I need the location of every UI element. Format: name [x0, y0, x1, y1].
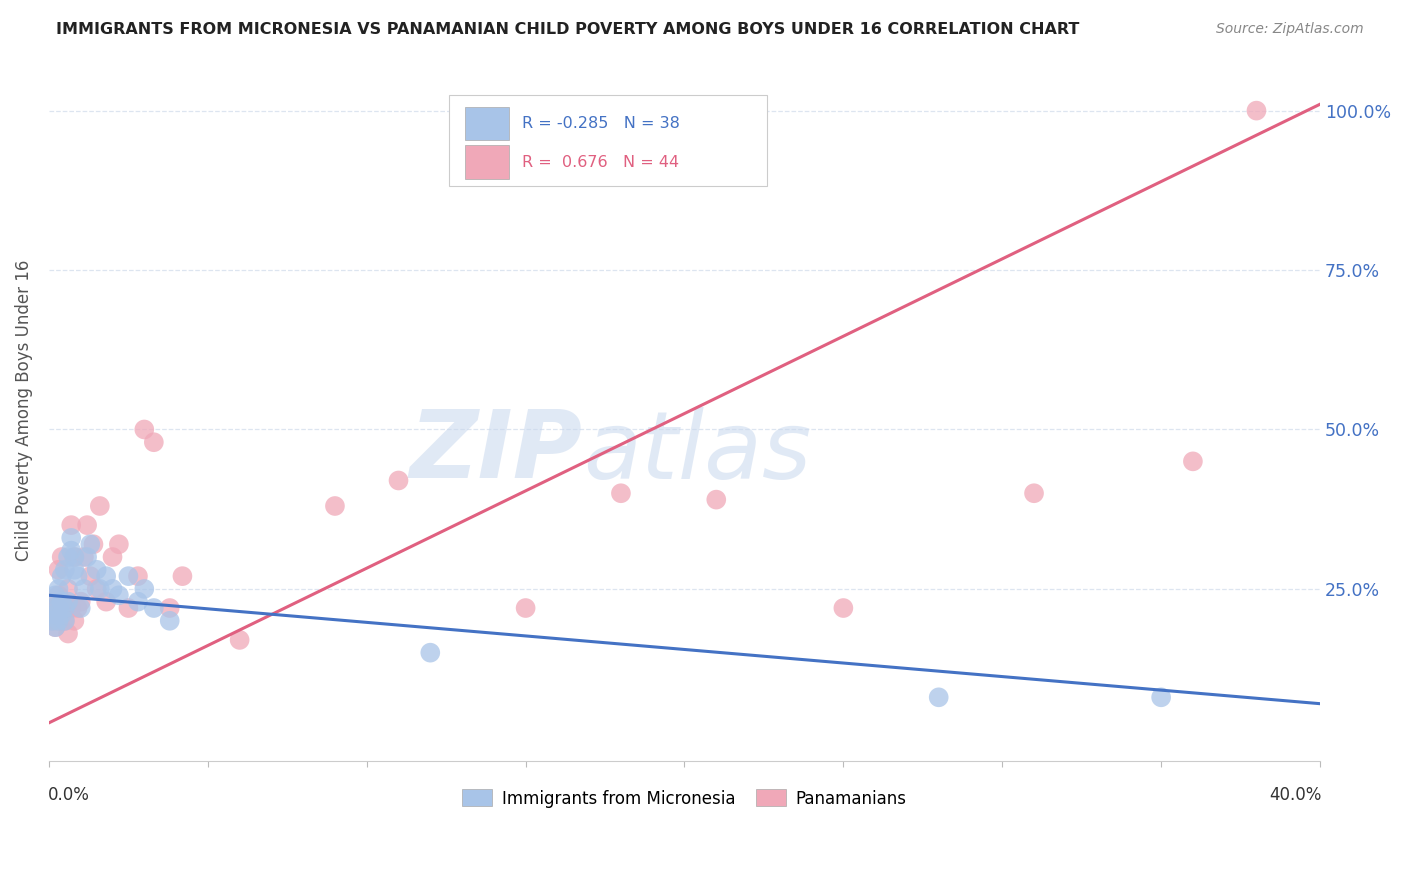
Point [63, 563, 86, 577]
Point [60, 531, 83, 545]
Point [1181, 454, 1204, 468]
Point [41, 601, 63, 615]
Point [73, 549, 96, 564]
Point [117, 569, 139, 583]
Point [86, 563, 108, 577]
Point [44, 588, 66, 602]
Text: atlas: atlas [583, 407, 811, 498]
Point [832, 601, 855, 615]
Point [44, 607, 66, 622]
Point [96, 569, 118, 583]
Point [79, 537, 101, 551]
Point [89, 499, 111, 513]
Text: R = -0.285   N = 38: R = -0.285 N = 38 [522, 116, 679, 131]
Point [117, 601, 139, 615]
Point [48, 614, 70, 628]
Point [53, 563, 76, 577]
FancyBboxPatch shape [464, 145, 509, 179]
Point [53, 601, 76, 615]
Text: R =  0.676   N = 44: R = 0.676 N = 44 [522, 154, 679, 169]
Point [56, 594, 79, 608]
Point [82, 537, 104, 551]
Text: 0.0%: 0.0% [48, 786, 90, 804]
Point [79, 569, 101, 583]
Point [610, 486, 633, 500]
Point [127, 569, 149, 583]
Point [704, 492, 727, 507]
Point [63, 549, 86, 564]
Point [48, 601, 70, 615]
Point [51, 549, 73, 564]
Point [51, 607, 73, 622]
Point [60, 518, 83, 533]
Point [53, 601, 76, 615]
Text: ZIP: ZIP [411, 407, 583, 499]
Point [56, 582, 79, 596]
Point [56, 626, 79, 640]
Point [63, 549, 86, 564]
Point [48, 614, 70, 628]
Point [56, 549, 79, 564]
Point [41, 601, 63, 615]
Point [44, 620, 66, 634]
Point [41, 614, 63, 628]
Point [108, 537, 131, 551]
Point [48, 563, 70, 577]
Point [101, 549, 124, 564]
Point [41, 614, 63, 628]
Point [48, 582, 70, 596]
Point [515, 601, 537, 615]
FancyBboxPatch shape [464, 107, 509, 140]
Point [1150, 690, 1173, 705]
Point [51, 601, 73, 615]
Point [53, 614, 76, 628]
FancyBboxPatch shape [450, 95, 768, 186]
Point [108, 588, 131, 602]
Point [159, 601, 181, 615]
Point [60, 543, 83, 558]
Point [51, 569, 73, 583]
Point [63, 614, 86, 628]
Point [228, 632, 250, 647]
Point [66, 569, 89, 583]
Point [51, 594, 73, 608]
Point [60, 601, 83, 615]
Point [159, 614, 181, 628]
Point [387, 474, 409, 488]
Point [73, 582, 96, 596]
Point [134, 422, 156, 436]
Point [44, 620, 66, 634]
Point [142, 601, 165, 615]
Point [53, 614, 76, 628]
Text: IMMIGRANTS FROM MICRONESIA VS PANAMANIAN CHILD POVERTY AMONG BOYS UNDER 16 CORRE: IMMIGRANTS FROM MICRONESIA VS PANAMANIAN… [56, 22, 1080, 37]
Point [76, 549, 98, 564]
Point [1022, 486, 1045, 500]
Point [142, 435, 165, 450]
Point [69, 601, 91, 615]
Point [69, 594, 91, 608]
Point [76, 518, 98, 533]
Y-axis label: Child Poverty Among Boys Under 16: Child Poverty Among Boys Under 16 [15, 260, 32, 561]
Text: 40.0%: 40.0% [1268, 786, 1322, 804]
Point [48, 588, 70, 602]
Point [323, 499, 346, 513]
Legend: Immigrants from Micronesia, Panamanians: Immigrants from Micronesia, Panamanians [454, 781, 915, 816]
Point [1246, 103, 1268, 118]
Text: Source: ZipAtlas.com: Source: ZipAtlas.com [1216, 22, 1364, 37]
Point [127, 594, 149, 608]
Point [928, 690, 950, 705]
Point [66, 601, 89, 615]
Point [419, 646, 441, 660]
Point [44, 601, 66, 615]
Point [172, 569, 194, 583]
Point [134, 582, 156, 596]
Point [89, 582, 111, 596]
Point [96, 594, 118, 608]
Point [86, 582, 108, 596]
Point [101, 582, 124, 596]
